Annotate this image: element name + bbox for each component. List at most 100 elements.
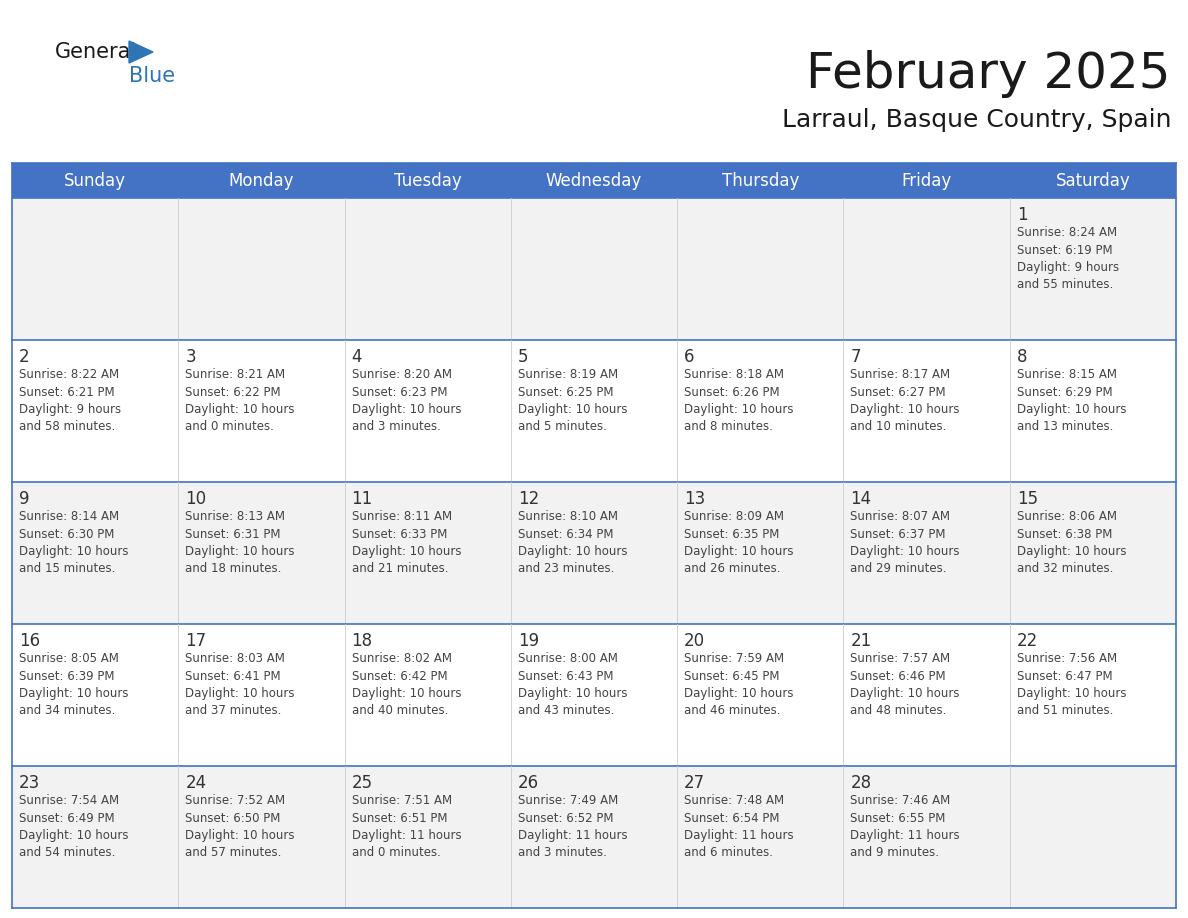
Bar bbox=[511, 163, 677, 198]
Bar bbox=[511, 624, 677, 766]
Text: Tuesday: Tuesday bbox=[394, 172, 462, 189]
Text: 1: 1 bbox=[1017, 206, 1028, 224]
Text: 12: 12 bbox=[518, 490, 539, 508]
Bar bbox=[677, 198, 843, 340]
Bar bbox=[843, 340, 1010, 482]
Text: 13: 13 bbox=[684, 490, 706, 508]
Bar bbox=[1010, 766, 1176, 908]
Text: Monday: Monday bbox=[228, 172, 295, 189]
Bar bbox=[1010, 482, 1176, 624]
Text: 15: 15 bbox=[1017, 490, 1038, 508]
Text: Sunrise: 7:46 AM
Sunset: 6:55 PM
Daylight: 11 hours
and 9 minutes.: Sunrise: 7:46 AM Sunset: 6:55 PM Dayligh… bbox=[851, 794, 960, 859]
Bar bbox=[345, 340, 511, 482]
Bar bbox=[1010, 163, 1176, 198]
Bar bbox=[345, 163, 511, 198]
Bar bbox=[178, 340, 345, 482]
Bar bbox=[843, 198, 1010, 340]
Text: Sunrise: 8:11 AM
Sunset: 6:33 PM
Daylight: 10 hours
and 21 minutes.: Sunrise: 8:11 AM Sunset: 6:33 PM Dayligh… bbox=[352, 510, 461, 576]
Text: Sunrise: 7:52 AM
Sunset: 6:50 PM
Daylight: 10 hours
and 57 minutes.: Sunrise: 7:52 AM Sunset: 6:50 PM Dayligh… bbox=[185, 794, 295, 859]
Text: 25: 25 bbox=[352, 774, 373, 792]
Text: 11: 11 bbox=[352, 490, 373, 508]
Text: Sunrise: 8:00 AM
Sunset: 6:43 PM
Daylight: 10 hours
and 43 minutes.: Sunrise: 8:00 AM Sunset: 6:43 PM Dayligh… bbox=[518, 652, 627, 718]
Bar bbox=[12, 163, 178, 198]
Text: 7: 7 bbox=[851, 348, 861, 366]
Text: Saturday: Saturday bbox=[1055, 172, 1130, 189]
Text: Sunrise: 8:07 AM
Sunset: 6:37 PM
Daylight: 10 hours
and 29 minutes.: Sunrise: 8:07 AM Sunset: 6:37 PM Dayligh… bbox=[851, 510, 960, 576]
Bar bbox=[12, 482, 178, 624]
Text: Sunrise: 7:54 AM
Sunset: 6:49 PM
Daylight: 10 hours
and 54 minutes.: Sunrise: 7:54 AM Sunset: 6:49 PM Dayligh… bbox=[19, 794, 128, 859]
Bar bbox=[677, 340, 843, 482]
Text: 5: 5 bbox=[518, 348, 529, 366]
Text: Sunrise: 8:17 AM
Sunset: 6:27 PM
Daylight: 10 hours
and 10 minutes.: Sunrise: 8:17 AM Sunset: 6:27 PM Dayligh… bbox=[851, 368, 960, 433]
Bar bbox=[843, 624, 1010, 766]
Text: 4: 4 bbox=[352, 348, 362, 366]
Text: Sunrise: 8:15 AM
Sunset: 6:29 PM
Daylight: 10 hours
and 13 minutes.: Sunrise: 8:15 AM Sunset: 6:29 PM Dayligh… bbox=[1017, 368, 1126, 433]
Bar bbox=[12, 340, 178, 482]
Text: Sunrise: 8:14 AM
Sunset: 6:30 PM
Daylight: 10 hours
and 15 minutes.: Sunrise: 8:14 AM Sunset: 6:30 PM Dayligh… bbox=[19, 510, 128, 576]
Text: Sunrise: 7:51 AM
Sunset: 6:51 PM
Daylight: 11 hours
and 0 minutes.: Sunrise: 7:51 AM Sunset: 6:51 PM Dayligh… bbox=[352, 794, 461, 859]
Bar bbox=[843, 766, 1010, 908]
Text: Sunrise: 8:05 AM
Sunset: 6:39 PM
Daylight: 10 hours
and 34 minutes.: Sunrise: 8:05 AM Sunset: 6:39 PM Dayligh… bbox=[19, 652, 128, 718]
Bar bbox=[345, 766, 511, 908]
Text: Sunday: Sunday bbox=[64, 172, 126, 189]
Text: 14: 14 bbox=[851, 490, 872, 508]
Bar bbox=[345, 482, 511, 624]
Bar bbox=[1010, 624, 1176, 766]
Text: 21: 21 bbox=[851, 632, 872, 650]
Text: 9: 9 bbox=[19, 490, 30, 508]
Bar bbox=[843, 482, 1010, 624]
Text: 19: 19 bbox=[518, 632, 539, 650]
Bar bbox=[511, 482, 677, 624]
Text: Sunrise: 7:48 AM
Sunset: 6:54 PM
Daylight: 11 hours
and 6 minutes.: Sunrise: 7:48 AM Sunset: 6:54 PM Dayligh… bbox=[684, 794, 794, 859]
Bar bbox=[677, 482, 843, 624]
Polygon shape bbox=[129, 41, 153, 63]
Text: 18: 18 bbox=[352, 632, 373, 650]
Bar bbox=[178, 482, 345, 624]
Text: General: General bbox=[55, 42, 138, 62]
Bar bbox=[178, 198, 345, 340]
Text: Sunrise: 8:13 AM
Sunset: 6:31 PM
Daylight: 10 hours
and 18 minutes.: Sunrise: 8:13 AM Sunset: 6:31 PM Dayligh… bbox=[185, 510, 295, 576]
Bar bbox=[345, 624, 511, 766]
Text: 17: 17 bbox=[185, 632, 207, 650]
Bar bbox=[345, 198, 511, 340]
Bar bbox=[677, 766, 843, 908]
Text: Sunrise: 7:57 AM
Sunset: 6:46 PM
Daylight: 10 hours
and 48 minutes.: Sunrise: 7:57 AM Sunset: 6:46 PM Dayligh… bbox=[851, 652, 960, 718]
Text: 2: 2 bbox=[19, 348, 30, 366]
Text: 8: 8 bbox=[1017, 348, 1028, 366]
Bar bbox=[178, 163, 345, 198]
Text: Blue: Blue bbox=[129, 66, 175, 86]
Bar bbox=[12, 624, 178, 766]
Text: 26: 26 bbox=[518, 774, 539, 792]
Bar bbox=[843, 163, 1010, 198]
Text: February 2025: February 2025 bbox=[807, 50, 1171, 98]
Text: Sunrise: 8:10 AM
Sunset: 6:34 PM
Daylight: 10 hours
and 23 minutes.: Sunrise: 8:10 AM Sunset: 6:34 PM Dayligh… bbox=[518, 510, 627, 576]
Text: 3: 3 bbox=[185, 348, 196, 366]
Text: 22: 22 bbox=[1017, 632, 1038, 650]
Bar bbox=[178, 624, 345, 766]
Bar bbox=[511, 340, 677, 482]
Bar bbox=[12, 766, 178, 908]
Text: Sunrise: 8:18 AM
Sunset: 6:26 PM
Daylight: 10 hours
and 8 minutes.: Sunrise: 8:18 AM Sunset: 6:26 PM Dayligh… bbox=[684, 368, 794, 433]
Text: Sunrise: 7:49 AM
Sunset: 6:52 PM
Daylight: 11 hours
and 3 minutes.: Sunrise: 7:49 AM Sunset: 6:52 PM Dayligh… bbox=[518, 794, 627, 859]
Text: Sunrise: 8:09 AM
Sunset: 6:35 PM
Daylight: 10 hours
and 26 minutes.: Sunrise: 8:09 AM Sunset: 6:35 PM Dayligh… bbox=[684, 510, 794, 576]
Bar bbox=[511, 198, 677, 340]
Text: Sunrise: 8:21 AM
Sunset: 6:22 PM
Daylight: 10 hours
and 0 minutes.: Sunrise: 8:21 AM Sunset: 6:22 PM Dayligh… bbox=[185, 368, 295, 433]
Text: 23: 23 bbox=[19, 774, 40, 792]
Text: 28: 28 bbox=[851, 774, 872, 792]
Text: Thursday: Thursday bbox=[721, 172, 800, 189]
Text: Sunrise: 8:24 AM
Sunset: 6:19 PM
Daylight: 9 hours
and 55 minutes.: Sunrise: 8:24 AM Sunset: 6:19 PM Dayligh… bbox=[1017, 226, 1119, 292]
Bar bbox=[1010, 340, 1176, 482]
Text: Sunrise: 8:22 AM
Sunset: 6:21 PM
Daylight: 9 hours
and 58 minutes.: Sunrise: 8:22 AM Sunset: 6:21 PM Dayligh… bbox=[19, 368, 121, 433]
Bar bbox=[178, 766, 345, 908]
Text: Sunrise: 8:02 AM
Sunset: 6:42 PM
Daylight: 10 hours
and 40 minutes.: Sunrise: 8:02 AM Sunset: 6:42 PM Dayligh… bbox=[352, 652, 461, 718]
Text: Sunrise: 8:20 AM
Sunset: 6:23 PM
Daylight: 10 hours
and 3 minutes.: Sunrise: 8:20 AM Sunset: 6:23 PM Dayligh… bbox=[352, 368, 461, 433]
Text: Sunrise: 8:19 AM
Sunset: 6:25 PM
Daylight: 10 hours
and 5 minutes.: Sunrise: 8:19 AM Sunset: 6:25 PM Dayligh… bbox=[518, 368, 627, 433]
Text: Friday: Friday bbox=[902, 172, 952, 189]
Text: Sunrise: 7:59 AM
Sunset: 6:45 PM
Daylight: 10 hours
and 46 minutes.: Sunrise: 7:59 AM Sunset: 6:45 PM Dayligh… bbox=[684, 652, 794, 718]
Text: Wednesday: Wednesday bbox=[545, 172, 643, 189]
Text: Sunrise: 8:06 AM
Sunset: 6:38 PM
Daylight: 10 hours
and 32 minutes.: Sunrise: 8:06 AM Sunset: 6:38 PM Dayligh… bbox=[1017, 510, 1126, 576]
Text: Sunrise: 7:56 AM
Sunset: 6:47 PM
Daylight: 10 hours
and 51 minutes.: Sunrise: 7:56 AM Sunset: 6:47 PM Dayligh… bbox=[1017, 652, 1126, 718]
Bar bbox=[12, 198, 178, 340]
Text: Sunrise: 8:03 AM
Sunset: 6:41 PM
Daylight: 10 hours
and 37 minutes.: Sunrise: 8:03 AM Sunset: 6:41 PM Dayligh… bbox=[185, 652, 295, 718]
Text: 27: 27 bbox=[684, 774, 706, 792]
